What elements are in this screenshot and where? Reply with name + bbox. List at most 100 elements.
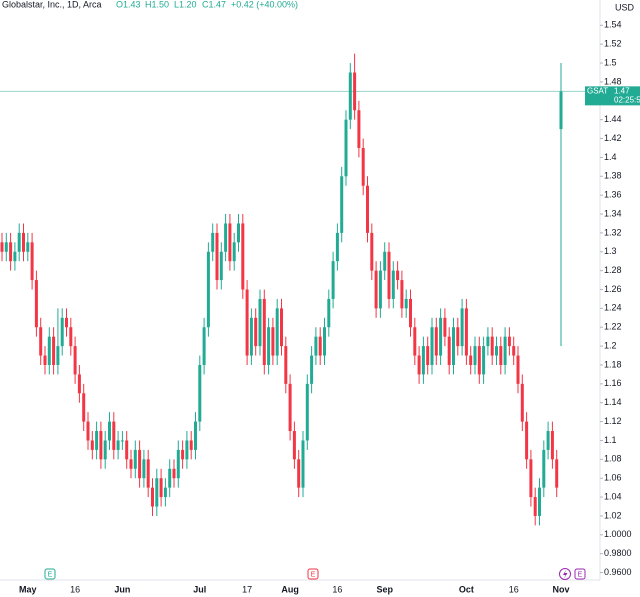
candle-body: [391, 270, 395, 299]
candle-body: [77, 374, 81, 394]
y-tick-label: 1.54: [604, 20, 622, 30]
candle-body: [262, 298, 266, 365]
x-tick-label: Aug: [281, 584, 299, 594]
candle-body: [447, 336, 451, 365]
candle-body: [284, 346, 288, 384]
x-tick-label: Sep: [376, 584, 393, 594]
candle-body: [95, 431, 99, 450]
candle-body: [237, 223, 240, 243]
candle-body: [99, 431, 103, 460]
candle-body: [310, 355, 314, 384]
y-tick-label: 1.06: [604, 473, 622, 483]
candle-body: [0, 242, 4, 252]
header-change: +0.42 (+40.00%): [231, 0, 298, 9]
candle-body: [39, 327, 43, 356]
x-tick-label: May: [19, 584, 37, 594]
currency-label: USD: [615, 2, 635, 12]
candle-body: [168, 468, 172, 488]
candle-body: [490, 336, 494, 356]
y-tick-label: 1.14: [604, 397, 622, 407]
candle-body: [17, 232, 21, 252]
candle-body: [120, 440, 124, 442]
candle-body: [495, 346, 498, 356]
candle-body: [477, 346, 481, 375]
candle-body: [206, 251, 210, 328]
y-tick-label: 1.4: [604, 152, 617, 162]
candle-body: [65, 317, 68, 328]
y-tick-label: 1.12: [604, 416, 622, 426]
candle-body: [318, 336, 322, 356]
candle-body: [499, 346, 503, 365]
candle-body: [538, 487, 541, 516]
candle-body: [378, 270, 382, 309]
candle-body: [305, 383, 309, 441]
countdown-label: 02:25:5: [614, 95, 640, 104]
y-tick-label: 1.5: [604, 57, 617, 67]
candle-body: [292, 431, 296, 460]
candle-body: [421, 346, 425, 375]
candle-body: [361, 147, 365, 186]
candle-body: [555, 459, 559, 488]
candle-body: [520, 383, 524, 422]
event-badge: [307, 568, 319, 580]
y-tick-label: 1.44: [604, 114, 622, 124]
candle-body: [426, 346, 430, 365]
candle-body: [404, 298, 408, 309]
x-tick-label: 16: [70, 584, 80, 594]
candle-body: [69, 327, 73, 347]
candle-body: [443, 317, 447, 337]
candle-body: [301, 440, 305, 488]
y-tick-label: 1.34: [604, 208, 622, 218]
candle-body: [327, 298, 331, 328]
candle-body: [103, 440, 107, 460]
candle-body: [129, 459, 133, 469]
candles: [0, 53, 563, 526]
candle-body: [198, 364, 202, 422]
candle-body: [469, 355, 473, 365]
x-tick-label: Nov: [552, 584, 569, 594]
candle-body: [13, 251, 17, 262]
candle-body: [9, 242, 13, 262]
y-tick-label: 1.02: [604, 510, 622, 520]
candle-body: [417, 355, 421, 375]
candle-body: [387, 251, 391, 299]
candle-body: [550, 431, 554, 460]
candle-body: [366, 185, 369, 233]
candle-body: [473, 346, 477, 365]
candle-body: [516, 355, 520, 384]
candle-body: [464, 308, 468, 356]
y-tick-label: 0.9800: [604, 548, 632, 558]
candle-body: [194, 421, 197, 450]
candle-body: [482, 346, 486, 375]
candle-body: [211, 232, 215, 252]
header-open: O1.43: [116, 0, 141, 9]
candle-body: [439, 317, 443, 356]
x-tick-label: Jun: [114, 584, 130, 594]
candle-body: [486, 336, 490, 347]
candle-body: [400, 280, 404, 309]
header-close: C1.47: [202, 0, 226, 9]
event-icon-bolt: [563, 570, 568, 579]
y-tick-label: 1.36: [604, 190, 622, 200]
candle-body: [232, 242, 236, 262]
candle-body: [138, 449, 142, 479]
last-price-tag: [585, 86, 640, 106]
candle-body: [60, 317, 64, 347]
candle-body: [125, 440, 129, 460]
candle-body: [434, 327, 438, 356]
last-price-label: 1.47: [614, 86, 630, 95]
y-tick-label: 1.24: [604, 303, 622, 313]
candle-body: [142, 459, 146, 479]
candle-body: [370, 232, 374, 271]
y-tick-label: 1.48: [604, 76, 622, 86]
event-badge: [574, 568, 586, 580]
candle-body: [323, 327, 326, 356]
candle-body: [249, 317, 253, 356]
y-tick-label: 1.18: [604, 359, 622, 369]
candle-body: [202, 327, 206, 365]
y-tick-label: 1.32: [604, 227, 622, 237]
candle-body: [348, 72, 352, 120]
candle-body: [43, 355, 47, 365]
candle-body: [512, 346, 516, 356]
